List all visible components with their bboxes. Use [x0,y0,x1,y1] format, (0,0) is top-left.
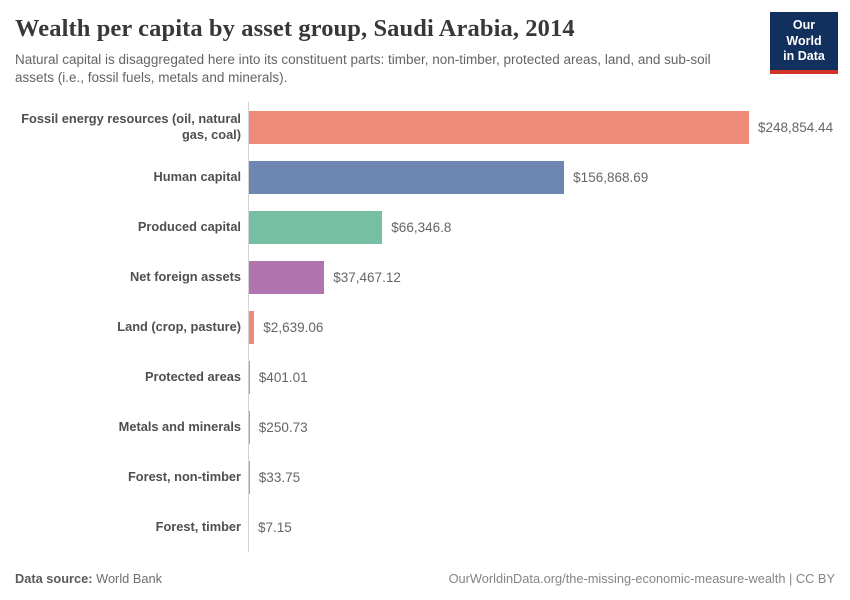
category-label: Fossil energy resources (oil, natural ga… [21,111,241,143]
chart-row: Produced capital $66,346.8 [15,202,835,252]
bar[interactable] [249,310,255,344]
plot-area: $156,868.69 [248,152,835,202]
value-label: $2,639.06 [263,319,324,335]
chart-row: Forest, timber $7.15 [15,502,835,552]
plot-area: $248,854.44 [248,102,835,152]
bar[interactable] [249,110,749,144]
chart-row: Fossil energy resources (oil, natural ga… [15,102,835,152]
chart-row: Net foreign assets $37,467.12 [15,252,835,302]
category-label: Land (crop, pasture) [117,319,241,335]
plot-area: $2,639.06 [248,302,835,352]
value-label: $250.73 [258,419,308,435]
plot-area: $250.73 [248,402,835,452]
value-label: $156,868.69 [573,169,649,185]
chart-row: Human capital $156,868.69 [15,152,835,202]
bar[interactable] [249,160,565,194]
chart-row: Forest, non-timber $33.75 [15,452,835,502]
y-axis-line [248,102,249,553]
chart-header: Wealth per capita by asset group, Saudi … [15,12,838,87]
chart-row: Protected areas $401.01 [15,352,835,402]
owid-logo-text: Our World in Data [770,12,838,70]
category-label: Produced capital [137,219,241,235]
category-label: Forest, timber [155,519,241,535]
plot-area: $401.01 [248,352,835,402]
owid-logo-line2: in Data [783,49,825,64]
bar[interactable] [249,410,250,444]
category-label: Net foreign assets [130,269,241,285]
owid-logo[interactable]: Our World in Data [770,12,838,74]
bar-chart: Fossil energy resources (oil, natural ga… [15,102,835,553]
bar[interactable] [249,460,250,494]
plot-area: $7.15 [248,502,835,552]
plot-area: $37,467.12 [248,252,835,302]
data-source-label: Data source: [15,571,93,586]
value-label: $401.01 [258,369,308,385]
credit-link[interactable]: OurWorldinData.org/the-missing-economic-… [448,571,835,586]
bar[interactable] [249,360,250,394]
data-source: Data source: World Bank [15,571,162,586]
category-label: Protected areas [144,369,241,385]
owid-logo-accent-bar [770,69,838,74]
chart-row: Metals and minerals $250.73 [15,402,835,452]
value-label: $7.15 [258,519,292,535]
chart-footer: Data source: World Bank OurWorldinData.o… [15,571,835,588]
chart-title: Wealth per capita by asset group, Saudi … [15,15,575,42]
value-label: $248,854.44 [758,119,834,135]
plot-area: $33.75 [248,452,835,502]
plot-area: $66,346.8 [248,202,835,252]
chart-subtitle: Natural capital is disaggregated here in… [15,52,711,86]
chart-row: Land (crop, pasture) $2,639.06 [15,302,835,352]
owid-logo-line1: Our World [786,18,822,48]
value-label: $33.75 [258,469,301,485]
value-label: $37,467.12 [333,269,401,285]
category-label: Metals and minerals [118,419,241,435]
category-label: Human capital [153,169,241,185]
bar[interactable] [249,260,325,294]
value-label: $66,346.8 [391,219,452,235]
category-label: Forest, non-timber [127,469,241,485]
bar[interactable] [249,210,383,244]
data-source-value: World Bank [96,571,163,586]
